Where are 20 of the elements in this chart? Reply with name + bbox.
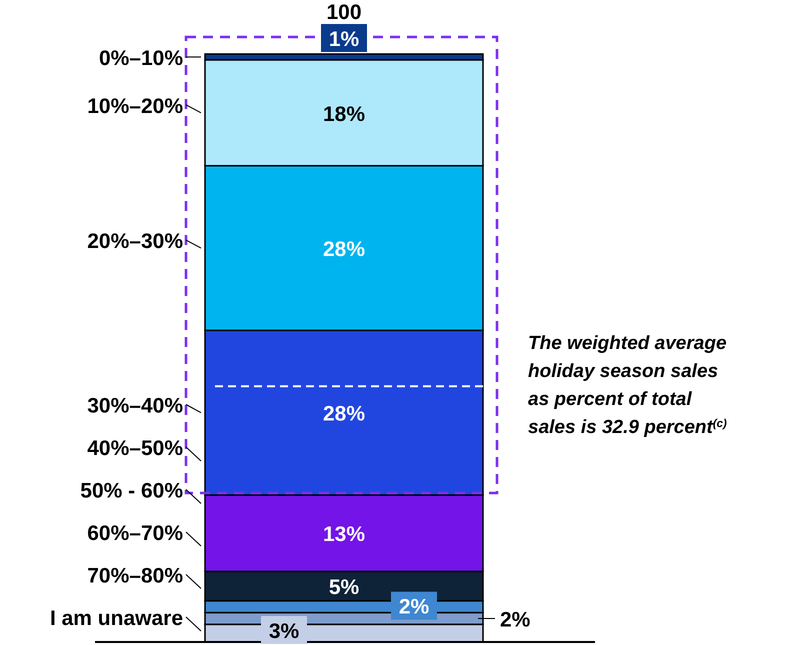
legend-label: 30%–40% xyxy=(87,394,184,418)
data-label: 1% xyxy=(328,28,360,51)
legend-label: 60%–70% xyxy=(87,522,184,545)
data-label: 2% xyxy=(500,608,531,632)
data-label: 28% xyxy=(322,402,366,426)
total-label: 100 xyxy=(326,1,362,24)
legend-label: 10%–20% xyxy=(87,94,184,118)
legend-label: 70%–80% xyxy=(87,564,184,588)
data-label: 5% xyxy=(328,576,360,600)
legend-label: 40%–50% xyxy=(87,437,184,460)
data-label: 18% xyxy=(322,102,366,126)
data-label: 28% xyxy=(322,238,366,262)
data-label: 13% xyxy=(322,523,366,546)
data-label: 2% xyxy=(398,596,430,619)
text: The weighted average holiday season sales as percent of total sales is 32.9 percent$^{(c)}$ xyxy=(528,333,727,438)
legend-label: I am unaware xyxy=(50,607,183,630)
legend-label: 20%–30% xyxy=(87,230,184,254)
data-label: 3% xyxy=(268,620,300,643)
legend-label: 50% - 60% xyxy=(80,480,184,502)
legend-label: 0%–10% xyxy=(98,47,184,70)
